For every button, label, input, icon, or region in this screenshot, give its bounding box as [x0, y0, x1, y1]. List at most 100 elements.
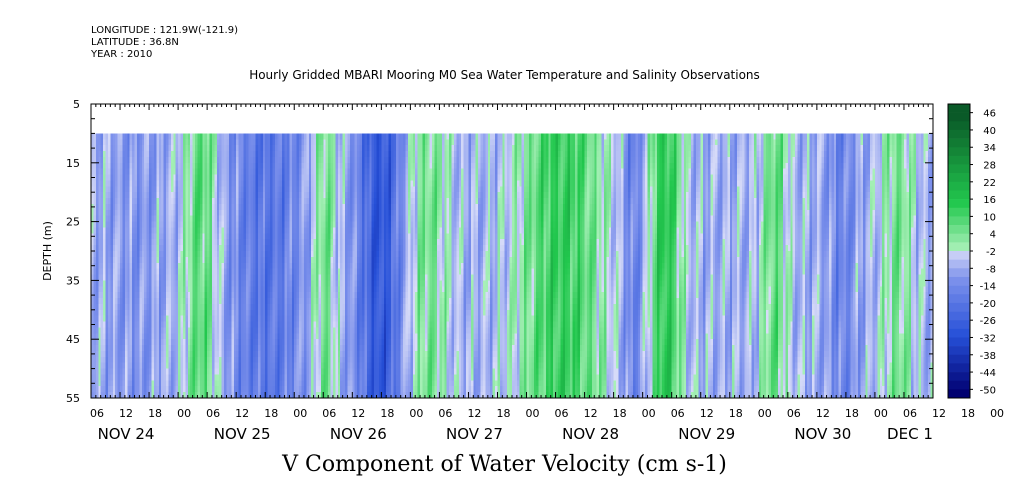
heat-cell	[141, 356, 145, 364]
heat-cell	[332, 256, 336, 264]
heat-cell	[262, 139, 266, 146]
heat-cell	[265, 280, 269, 287]
heat-cell	[311, 303, 314, 311]
heat-cell	[153, 339, 157, 346]
heat-cell	[211, 209, 215, 217]
heat-cell	[352, 203, 356, 211]
heat-cell	[270, 215, 273, 222]
heat-cell	[187, 327, 191, 334]
heat-cell	[335, 221, 339, 228]
heat-cell	[146, 386, 150, 393]
heat-cell	[262, 245, 266, 252]
heat-cell	[204, 339, 208, 346]
heat-cell	[332, 168, 336, 175]
heat-cell	[306, 315, 310, 322]
heat-cell	[284, 339, 288, 346]
heat-cell	[291, 392, 295, 398]
heat-cell	[294, 256, 298, 264]
heat-cell	[139, 286, 143, 293]
heat-cell	[141, 280, 145, 287]
heat-cell	[178, 268, 181, 275]
heat-cell	[175, 192, 179, 199]
heat-cell	[265, 239, 269, 246]
heat-cell	[224, 350, 227, 358]
heat-cell	[117, 174, 121, 181]
heat-cell	[156, 298, 160, 305]
heat-cell	[236, 162, 239, 170]
heat-cell	[231, 186, 235, 193]
heat-cell	[291, 298, 295, 305]
heat-cell	[153, 239, 157, 246]
heat-cell	[214, 186, 218, 193]
heat-cell	[308, 362, 312, 369]
heat-cell	[100, 368, 104, 375]
heat-cell	[306, 145, 310, 152]
heat-cell	[241, 286, 244, 293]
heat-cell	[103, 327, 106, 334]
heat-cell	[98, 145, 102, 152]
heat-cell	[245, 156, 249, 164]
heat-cell	[311, 274, 314, 281]
heat-cell	[103, 203, 106, 211]
heat-cell	[265, 174, 269, 181]
heat-cell	[195, 298, 198, 305]
heat-cell	[236, 133, 239, 140]
heat-cell	[91, 156, 94, 164]
heat-cell	[182, 392, 186, 398]
heat-cell	[204, 209, 208, 217]
heat-cell	[282, 227, 285, 234]
heat-cell	[224, 203, 227, 211]
heat-cell	[192, 386, 196, 393]
heat-cell	[221, 151, 225, 158]
heat-cell	[323, 309, 327, 317]
heat-cell	[166, 374, 169, 381]
heat-cell	[180, 262, 184, 270]
heat-cell	[166, 239, 169, 246]
heat-cell	[199, 233, 203, 240]
heat-cell	[182, 356, 186, 364]
heat-cell	[110, 368, 114, 375]
heat-cell	[221, 162, 225, 170]
heat-cell	[127, 203, 131, 211]
heat-cell	[313, 268, 317, 275]
heat-cell	[190, 151, 194, 158]
heat-cell	[185, 268, 189, 275]
heat-cell	[187, 321, 191, 328]
heat-cell	[151, 321, 155, 328]
heat-cell	[352, 327, 356, 334]
heat-cell	[182, 174, 186, 181]
heat-cell	[146, 256, 150, 264]
heat-cell	[134, 192, 138, 199]
heat-cell	[129, 227, 133, 234]
heat-cell	[354, 139, 358, 146]
heat-cell	[289, 368, 293, 375]
heat-cell	[332, 221, 336, 228]
heat-cell	[182, 350, 186, 358]
heat-cell	[347, 256, 351, 264]
heat-cell	[257, 245, 261, 252]
heat-cell	[192, 156, 196, 164]
heat-cell	[91, 192, 94, 199]
heat-cell	[127, 262, 131, 270]
heat-cell	[337, 262, 341, 270]
heat-cell	[224, 198, 227, 205]
heat-cell	[313, 315, 317, 322]
heat-cell	[105, 386, 109, 393]
heat-cell	[241, 151, 244, 158]
heat-cell	[248, 321, 252, 328]
heat-cell	[318, 292, 322, 299]
heat-cell	[110, 350, 114, 358]
heat-cell	[105, 192, 109, 199]
heat-cell	[282, 245, 285, 252]
heat-cell	[253, 333, 256, 340]
heat-cell	[301, 209, 305, 217]
heat-cell	[219, 168, 223, 175]
heat-cell	[120, 309, 123, 317]
heat-cell	[132, 327, 135, 334]
heat-cell	[241, 262, 244, 270]
heat-cell	[190, 298, 194, 305]
heat-cell	[124, 245, 128, 252]
heat-cell	[274, 345, 278, 352]
heat-cell	[272, 333, 276, 340]
heat-cell	[245, 386, 249, 393]
